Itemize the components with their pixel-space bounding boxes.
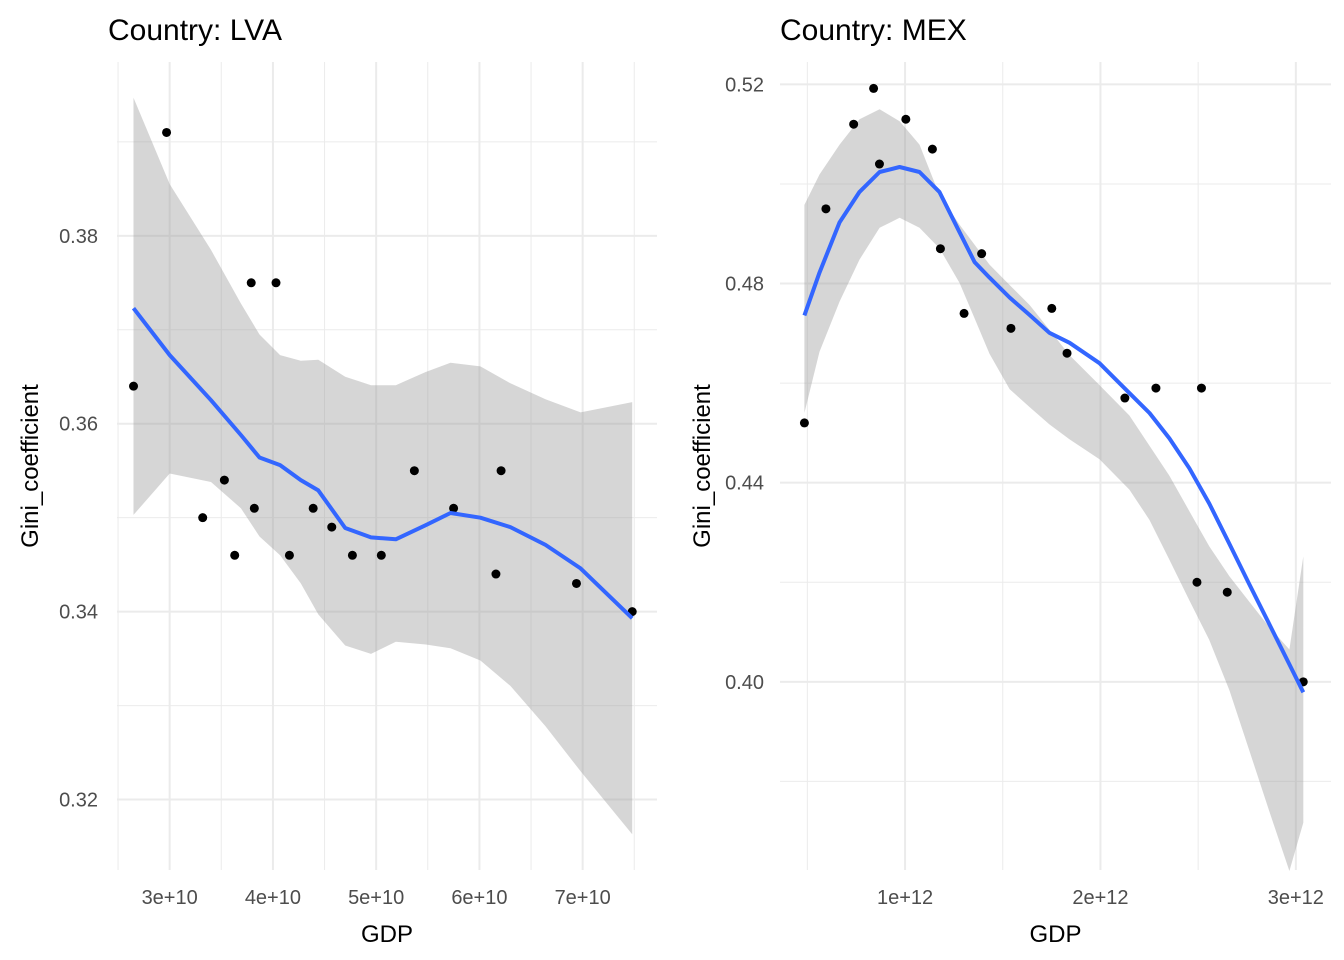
data-point [959,308,969,318]
data-point [935,244,945,254]
data-point [1120,393,1130,403]
data-point [571,578,581,588]
data-point [869,83,879,93]
y-tick-label: 0.32 [59,790,98,812]
y-tick-label: 0.44 [725,473,764,495]
y-tick-label: 0.38 [59,226,98,248]
panel-title: Country: LVA [108,14,282,47]
data-point [409,466,419,476]
data-point [1151,383,1161,393]
data-point [308,503,318,513]
data-point [271,278,281,288]
data-point [977,249,987,259]
x-tick-label: 6e+10 [451,887,507,909]
x-tick-label: 3e+10 [142,887,198,909]
data-point [376,550,386,560]
data-point [129,381,139,391]
y-tick-label: 0.48 [725,274,764,296]
data-point [901,114,911,124]
data-point [249,503,259,513]
x-tick-label: 4e+10 [245,887,301,909]
x-tick-label: 2e+12 [1072,887,1128,909]
data-point [246,278,256,288]
y-axis-label: Gini_coefficient [689,384,716,548]
data-point [198,513,208,523]
data-point [219,475,229,485]
smooth-line [131,306,634,620]
data-point [1047,303,1057,313]
x-tick-label: 7e+10 [555,887,611,909]
data-point [927,144,937,154]
data-point [1222,587,1232,597]
data-point [496,466,506,476]
x-tick-label: 1e+12 [877,887,933,909]
data-point [1196,383,1206,393]
confidence-ribbon [133,97,633,835]
panel-title: Country: MEX [780,14,967,47]
data-point [799,418,809,428]
data-point [1006,323,1016,333]
data-point [491,569,501,579]
y-tick-label: 0.40 [725,672,764,694]
x-tick-label: 5e+10 [348,887,404,909]
x-tick-label: 3e+12 [1268,887,1324,909]
y-tick-label: 0.36 [59,414,98,436]
data-point [230,550,240,560]
x-axis-label: GDP [361,921,413,948]
x-axis-label: GDP [1029,921,1081,948]
data-point [874,159,884,169]
data-point [449,503,459,513]
y-tick-label: 0.34 [59,602,98,624]
panel-lva: 3e+10 4e+10 5e+10 6e+10 7e+10 0.32 0.34 0.36 0.3… [17,14,657,948]
data-point [327,522,337,532]
confidence-ribbon [804,109,1304,872]
data-point [821,204,831,214]
panel-mex: 1e+12 2e+12 3e+12 0.40 0.44 0.48 0.52 Country: … [689,14,1331,948]
smooth-line [802,165,1306,694]
y-tick-label: 0.52 [725,74,764,96]
y-axis-label: Gini_coefficient [17,384,44,548]
data-point [1192,577,1202,587]
data-point [1062,348,1072,358]
data-point [284,550,294,560]
data-point [347,550,357,560]
data-point [849,119,859,129]
data-point [162,127,172,137]
